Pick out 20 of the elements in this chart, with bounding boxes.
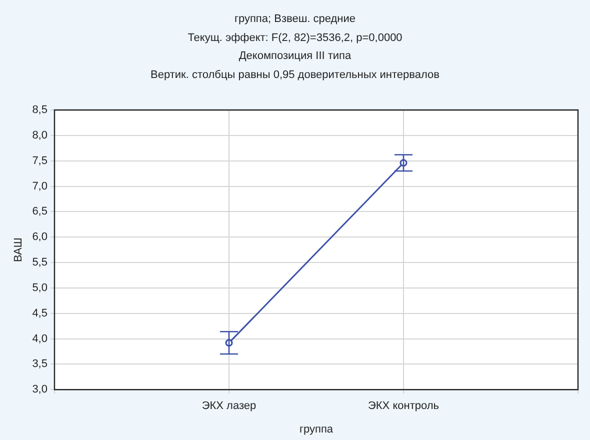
x-tick-label: ЭКХ контроль xyxy=(368,400,440,412)
y-tick-label: 3,5 xyxy=(32,358,48,370)
y-tick-label: 4,5 xyxy=(32,307,48,320)
text: Вертик. столбцы равны 0,95 доверительных интервалов xyxy=(150,68,440,82)
y-tick-label: 8,5 xyxy=(32,104,48,116)
chart-subtitle: Текущ. эффект: F(2, 82)=3536,2, p=0,0000 xyxy=(186,30,404,46)
y-tick-label: 8,0 xyxy=(32,129,48,142)
y-tick-label: 4,0 xyxy=(32,332,48,345)
x-axis-title: группа xyxy=(299,423,334,436)
x-tick-label: ЭКХ лазер xyxy=(202,400,256,412)
y-tick-label: 7,5 xyxy=(32,154,48,167)
y-tick-label: 5,5 xyxy=(32,256,48,269)
y-tick-label: 7,0 xyxy=(32,180,48,192)
y-tick-label: 6,5 xyxy=(32,206,48,218)
y-tick-label: 3,0 xyxy=(32,384,48,396)
y-axis-title: ВАШ xyxy=(12,238,25,262)
y-tick-label: 6,0 xyxy=(32,231,48,244)
chart-title: группа; Взвеш. средние xyxy=(233,12,357,27)
text: Декомпозиция III типа xyxy=(238,49,352,64)
y-tick-label: 5,0 xyxy=(32,282,48,294)
